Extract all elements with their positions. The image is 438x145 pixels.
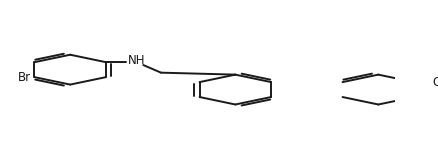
- Text: Br: Br: [18, 71, 31, 84]
- Text: NH: NH: [127, 54, 145, 67]
- Text: O: O: [433, 76, 438, 89]
